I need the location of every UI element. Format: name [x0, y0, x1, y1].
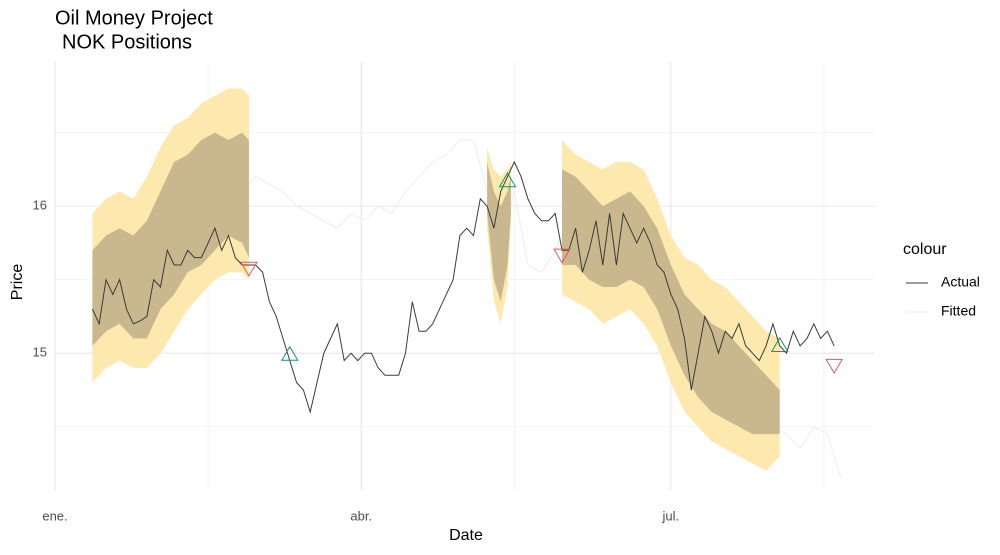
line-series [91, 160, 835, 414]
chart-subtitle: NOK Positions [62, 31, 192, 53]
x-tick-label: ene. [42, 508, 67, 523]
legend-title: colour [903, 241, 947, 258]
x-axis-title: Date [449, 527, 483, 544]
sell-signal [553, 248, 571, 264]
chart-title: Oil Money Project [55, 7, 213, 29]
y-tick-label: 16 [33, 198, 47, 213]
sell-signal [825, 358, 844, 374]
y-axis-title: Price [9, 264, 26, 301]
legend-label: Fitted [941, 303, 976, 319]
band-80 [562, 169, 780, 435]
legend-label: Actual [941, 274, 980, 290]
band-80 [487, 162, 511, 302]
x-tick-label: abr. [350, 508, 372, 523]
band-80 [92, 132, 249, 346]
sell-signal [240, 261, 258, 277]
buy-signal [280, 345, 299, 361]
buy-signal [770, 336, 789, 352]
buy-signal [498, 172, 517, 188]
y-tick-label: 15 [33, 345, 47, 360]
x-tick-label: jul. [662, 508, 680, 523]
